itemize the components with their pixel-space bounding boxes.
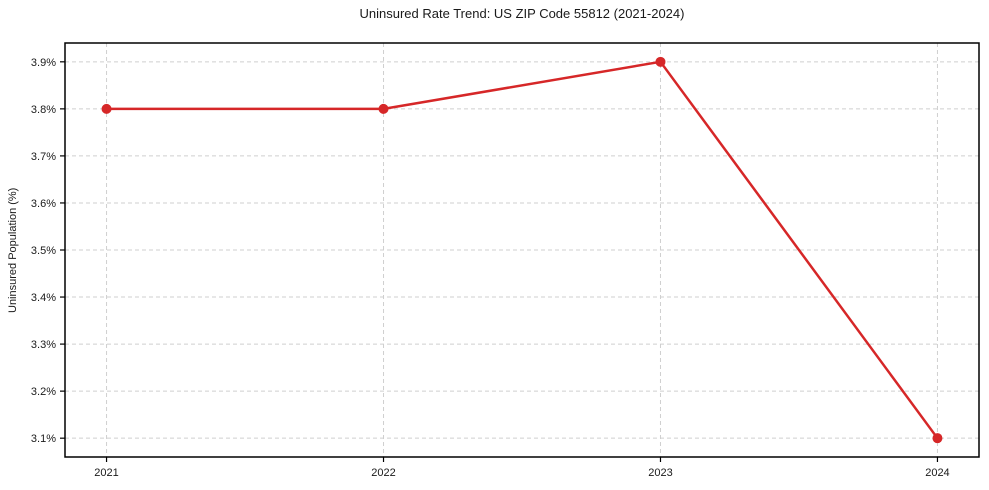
y-tick-label: 3.3% <box>31 339 56 351</box>
x-tick-label: 2022 <box>371 467 395 479</box>
y-tick-label: 3.2% <box>31 386 56 398</box>
trend-line <box>105 60 939 440</box>
y-tick-label: 3.7% <box>31 151 56 163</box>
chart-title: Uninsured Rate Trend: US ZIP Code 55812 … <box>359 6 685 21</box>
x-tick-label: 2024 <box>925 467 949 479</box>
data-point <box>932 433 943 444</box>
data-point <box>655 56 666 67</box>
y-tick-label: 3.6% <box>31 198 56 210</box>
y-tick-label: 3.4% <box>31 292 56 304</box>
y-tick-label: 3.1% <box>31 433 56 445</box>
data-point <box>378 103 389 114</box>
x-tick-label: 2021 <box>94 467 118 479</box>
y-tick-label: 3.5% <box>31 245 56 257</box>
axes-border <box>64 42 980 458</box>
y-tick-label: 3.9% <box>31 57 56 69</box>
data-point <box>101 103 112 114</box>
x-tick-label: 2023 <box>648 467 672 479</box>
y-tick-label: 3.8% <box>31 104 56 116</box>
